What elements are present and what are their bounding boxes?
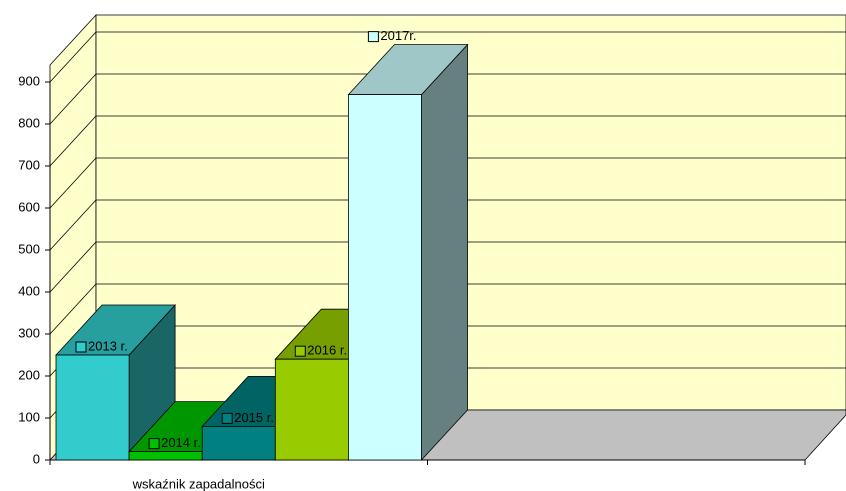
- data-label: 2015 r.: [234, 410, 274, 425]
- label-key: [367, 31, 379, 43]
- grid-line: [49, 199, 97, 251]
- y-tick-label: 200: [18, 367, 40, 382]
- bar-side: [421, 43, 468, 462]
- grid-line: [49, 157, 97, 209]
- y-tick-label: 900: [18, 73, 40, 88]
- label-key: [75, 341, 87, 353]
- label-key: [148, 438, 160, 450]
- y-tick-label: 300: [18, 325, 40, 340]
- bar: [274, 358, 349, 461]
- bar: [347, 94, 422, 461]
- y-tick-label: 100: [18, 409, 40, 424]
- label-key: [294, 345, 306, 357]
- bar: [201, 425, 276, 461]
- grid-line: [49, 241, 97, 293]
- y-tick-label: 500: [18, 241, 40, 256]
- bar: [55, 354, 130, 461]
- y-tick-label: 400: [18, 283, 40, 298]
- grid-line: [49, 283, 97, 335]
- data-label: 2013 r.: [88, 338, 128, 353]
- y-tick-label: 800: [18, 115, 40, 130]
- bar: [128, 451, 203, 461]
- data-label: 2016 r.: [307, 343, 347, 358]
- y-tick-label: 0: [33, 451, 40, 466]
- back-wall: [95, 14, 846, 411]
- grid-line: [49, 31, 97, 83]
- data-label: 2017r.: [380, 28, 416, 43]
- grid-line: [49, 115, 97, 167]
- x-tick-label: wskaźnik zapadalności: [132, 476, 265, 491]
- grid-line: [49, 73, 97, 125]
- y-tick-label: 600: [18, 199, 40, 214]
- label-key: [221, 412, 233, 424]
- data-label: 2014 r.: [161, 435, 201, 450]
- y-tick-label: 700: [18, 157, 40, 172]
